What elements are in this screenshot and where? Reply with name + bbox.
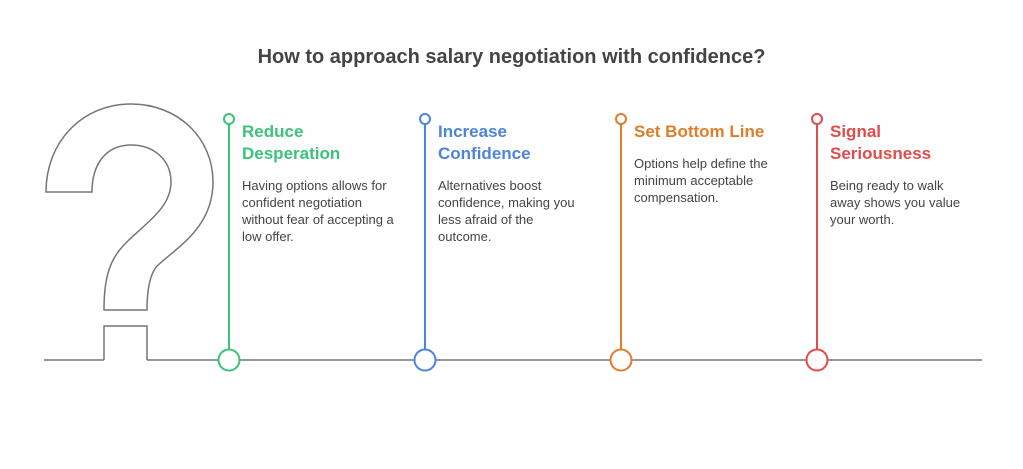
step-1-title-line1: Reduce — [242, 122, 304, 141]
step-marker-3 — [609, 113, 633, 372]
question-mark-icon — [45, 103, 214, 360]
step-marker-2 — [413, 113, 437, 372]
step-4-title: Signal Seriousness — [830, 121, 970, 165]
step-3-title: Set Bottom Line — [634, 121, 784, 143]
step-4-title-line2: Seriousness — [830, 144, 932, 163]
step-2-title: Increase Confidence — [438, 121, 588, 165]
step-2-description: Alternatives boost confidence, making yo… — [438, 178, 575, 244]
step-1-title: Reduce Desperation — [242, 121, 402, 165]
step-4-description: Being ready to walk away shows you value… — [830, 178, 961, 227]
step-2-title-line2: Confidence — [438, 144, 531, 163]
step-2: Increase Confidence Alternatives boost c… — [438, 121, 588, 245]
step-3-title-line1: Set Bottom Line — [634, 122, 765, 141]
step-1: Reduce Desperation Having options allows… — [242, 121, 402, 245]
step-3: Set Bottom Line Options help define the … — [634, 121, 784, 206]
step-4-title-line1: Signal — [830, 122, 882, 141]
step-1-title-line2: Desperation — [242, 144, 341, 163]
diagram-title: How to approach salary negotiation with … — [257, 46, 766, 68]
step-1-description: Having options allows for confident nego… — [242, 178, 394, 244]
step-marker-1 — [217, 113, 241, 372]
step-3-description: Options help define the minimum acceptab… — [634, 156, 768, 205]
step-4: Signal Seriousness Being ready to walk a… — [830, 121, 970, 228]
step-2-title-line1: Increase — [438, 122, 507, 141]
step-marker-4 — [805, 113, 829, 372]
